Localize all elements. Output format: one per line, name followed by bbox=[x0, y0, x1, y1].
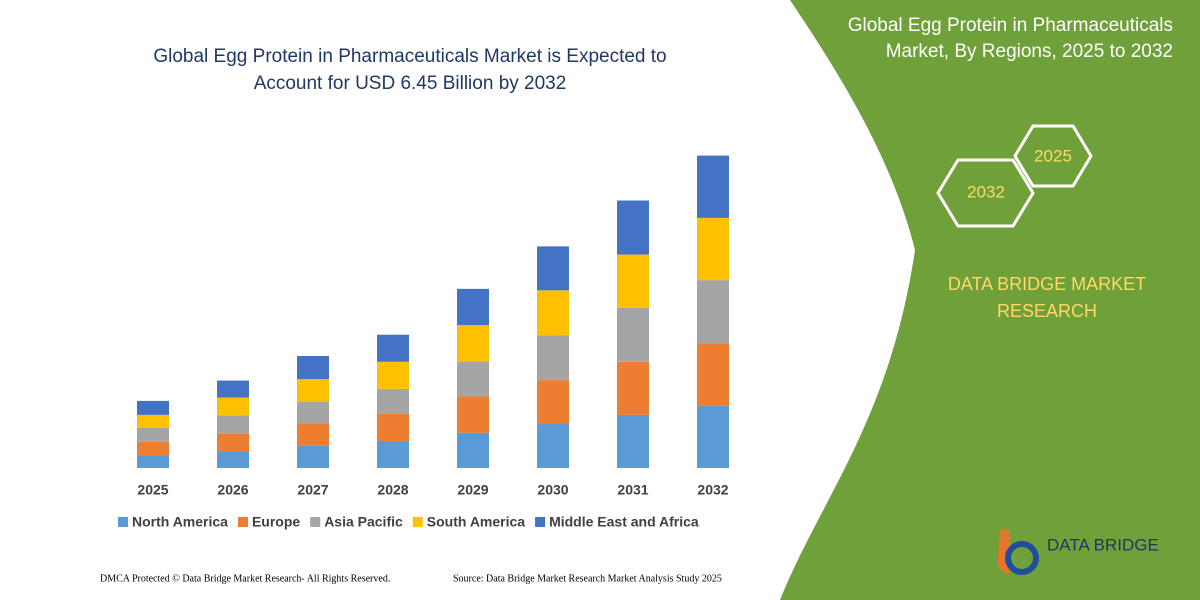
bar-segment bbox=[697, 343, 729, 406]
bar-segment bbox=[537, 335, 569, 381]
bar-segment bbox=[217, 433, 249, 452]
footer: Source: Data Bridge Market Research Mark… bbox=[453, 573, 722, 584]
bar-segment bbox=[697, 217, 729, 281]
hex-label: 2025 bbox=[1034, 146, 1072, 165]
chart-title: Account for USD 6.45 Billion by 2032 bbox=[254, 73, 567, 94]
bar-segment bbox=[217, 397, 249, 416]
bar-segment bbox=[617, 414, 649, 468]
legend-swatch bbox=[310, 517, 321, 527]
bar-segment bbox=[137, 400, 169, 415]
bar-segment bbox=[137, 441, 169, 456]
bar-segment bbox=[697, 405, 729, 468]
bar-segment bbox=[537, 380, 569, 425]
bar-segment bbox=[617, 307, 649, 362]
bar-segment bbox=[297, 379, 329, 402]
bar-segment bbox=[457, 396, 489, 433]
bar-segment bbox=[297, 355, 329, 380]
brand: DATA BRIDGE MARKET bbox=[948, 274, 1146, 294]
bar-segment bbox=[537, 246, 569, 291]
bar-segment bbox=[377, 413, 409, 441]
footer: DMCA Protected © Data Bridge Market Rese… bbox=[100, 573, 390, 584]
bar-segment bbox=[377, 361, 409, 389]
legend-swatch bbox=[412, 517, 423, 527]
bar-segment bbox=[457, 288, 489, 326]
bar-segment bbox=[217, 415, 249, 434]
legend-swatch bbox=[237, 517, 248, 527]
legend-swatch bbox=[118, 517, 128, 527]
x-tick-label: 2025 bbox=[137, 482, 168, 498]
bar-segment bbox=[217, 380, 249, 398]
x-tick-label: 2027 bbox=[297, 482, 328, 498]
brand: RESEARCH bbox=[997, 301, 1097, 321]
bar-segment bbox=[297, 401, 329, 424]
bar-segment bbox=[617, 254, 649, 308]
bar-segment bbox=[217, 451, 249, 468]
x-tick-label: 2029 bbox=[457, 482, 488, 498]
x-tick-label: 2031 bbox=[617, 482, 648, 498]
hex-label: 2032 bbox=[967, 182, 1005, 201]
panel-title: Global Egg Protein in Pharmaceuticals bbox=[848, 15, 1173, 36]
legend-label: Asia Pacific bbox=[324, 514, 403, 530]
bar-segment bbox=[697, 155, 729, 218]
panel-title: Market, By Regions, 2025 to 2032 bbox=[886, 41, 1173, 62]
bar-segment bbox=[297, 445, 329, 468]
legend-label: Middle East and Africa bbox=[549, 514, 699, 530]
hexagon bbox=[936, 158, 1035, 228]
bar-segment bbox=[137, 427, 169, 442]
bar-segment bbox=[377, 440, 409, 468]
side-panel bbox=[780, 0, 1200, 600]
bar-segment bbox=[617, 361, 649, 415]
bar-segment bbox=[697, 280, 729, 344]
bar-segment bbox=[137, 414, 169, 428]
bar-segment bbox=[297, 423, 329, 446]
legend-label: North America bbox=[132, 514, 228, 530]
legend-swatch bbox=[535, 517, 546, 527]
legend-label: South America bbox=[427, 514, 525, 530]
x-tick-label: 2026 bbox=[217, 482, 248, 498]
bar-segment bbox=[617, 200, 649, 255]
chart-title: Global Egg Protein in Pharmaceuticals Ma… bbox=[153, 46, 666, 67]
logo: DATA BRIDGE bbox=[997, 530, 1159, 575]
bar-segment bbox=[537, 290, 569, 336]
hexagon bbox=[1013, 124, 1093, 188]
legend-label: Europe bbox=[252, 514, 300, 530]
bar-segment bbox=[537, 424, 569, 468]
bar-segment bbox=[377, 388, 409, 414]
x-tick-label: 2030 bbox=[537, 482, 568, 498]
bar-segment bbox=[457, 361, 489, 397]
logo-text: DATA BRIDGE bbox=[1047, 535, 1159, 554]
bar-segment bbox=[377, 334, 409, 362]
logo-shape bbox=[1005, 541, 1039, 575]
bar-segment bbox=[137, 455, 169, 468]
x-tick-label: 2028 bbox=[377, 482, 408, 498]
title: Global Egg Protein in Pharmaceuticals Ma… bbox=[153, 46, 666, 94]
bar-segment bbox=[457, 432, 489, 468]
x-tick-label: 2032 bbox=[697, 482, 728, 498]
bar-segment bbox=[457, 325, 489, 362]
